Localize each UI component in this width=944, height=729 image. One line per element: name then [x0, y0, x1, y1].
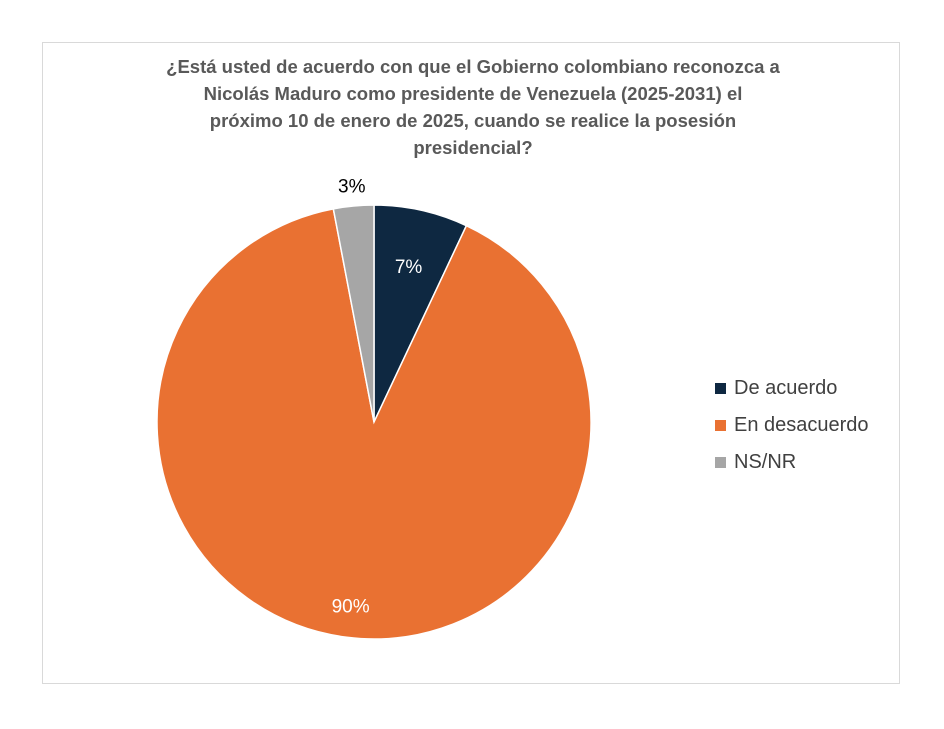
- chart-title-line-1: ¿Está usted de acuerdo con que el Gobier…: [166, 56, 780, 77]
- pie-slice-ns-nr: [332, 204, 375, 423]
- data-label-en-desacuerdo: 90%: [332, 597, 370, 618]
- chart-title: ¿Está usted de acuerdo con que el Gobier…: [103, 53, 843, 161]
- legend-label-en-desacuerdo: En desacuerdo: [734, 414, 869, 436]
- pie-slice-en-desacuerdo: [156, 207, 592, 640]
- legend-swatch-ns-nr: [715, 457, 726, 468]
- legend: De acuerdo En desacuerdo NS/NR: [715, 370, 869, 481]
- chart-title-line-3: próximo 10 de enero de 2025, cuando se r…: [209, 110, 737, 131]
- chart-title-line-4: presidencial?: [413, 137, 533, 158]
- legend-item-en-desacuerdo: En desacuerdo: [715, 407, 869, 444]
- legend-label-ns-nr: NS/NR: [734, 451, 797, 473]
- data-label-ns-nr: 3%: [338, 177, 366, 198]
- data-label-de-acuerdo: 7%: [395, 257, 423, 278]
- chart-frame: ¿Está usted de acuerdo con que el Gobier…: [42, 42, 900, 684]
- legend-item-ns-nr: NS/NR: [715, 444, 869, 481]
- legend-swatch-de-acuerdo: [715, 383, 726, 394]
- legend-label-de-acuerdo: De acuerdo: [734, 377, 838, 399]
- pie-chart: 7% 90% 3%: [156, 177, 592, 640]
- legend-swatch-en-desacuerdo: [715, 420, 726, 431]
- legend-item-de-acuerdo: De acuerdo: [715, 370, 869, 407]
- chart-title-line-2: Nicolás Maduro como presidente de Venezu…: [203, 83, 743, 104]
